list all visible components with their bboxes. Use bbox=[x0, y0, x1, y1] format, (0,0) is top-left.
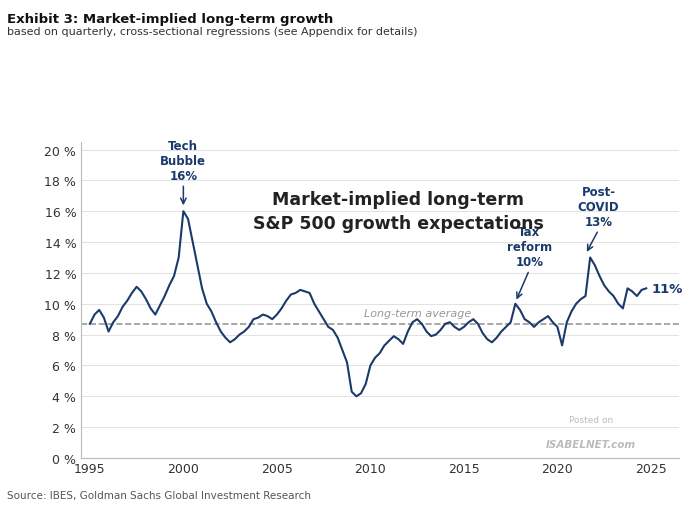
Text: Post-
COVID
13%: Post- COVID 13% bbox=[578, 186, 620, 229]
Text: ISABELNET.com: ISABELNET.com bbox=[546, 439, 636, 449]
Text: Exhibit 3: Market-implied long-term growth: Exhibit 3: Market-implied long-term grow… bbox=[7, 13, 333, 25]
Text: Source: IBES, Goldman Sachs Global Investment Research: Source: IBES, Goldman Sachs Global Inves… bbox=[7, 490, 311, 500]
Text: Long-term average: Long-term average bbox=[363, 308, 471, 318]
Text: Market-implied long-term
S&P 500 growth expectations: Market-implied long-term S&P 500 growth … bbox=[253, 191, 544, 233]
Text: Posted on: Posted on bbox=[569, 415, 613, 424]
Text: Tax
reform
10%: Tax reform 10% bbox=[507, 226, 552, 269]
Text: 11%: 11% bbox=[652, 282, 683, 295]
Text: Tech
Bubble
16%: Tech Bubble 16% bbox=[160, 139, 206, 183]
Text: based on quarterly, cross-sectional regressions (see Appendix for details): based on quarterly, cross-sectional regr… bbox=[7, 26, 417, 37]
